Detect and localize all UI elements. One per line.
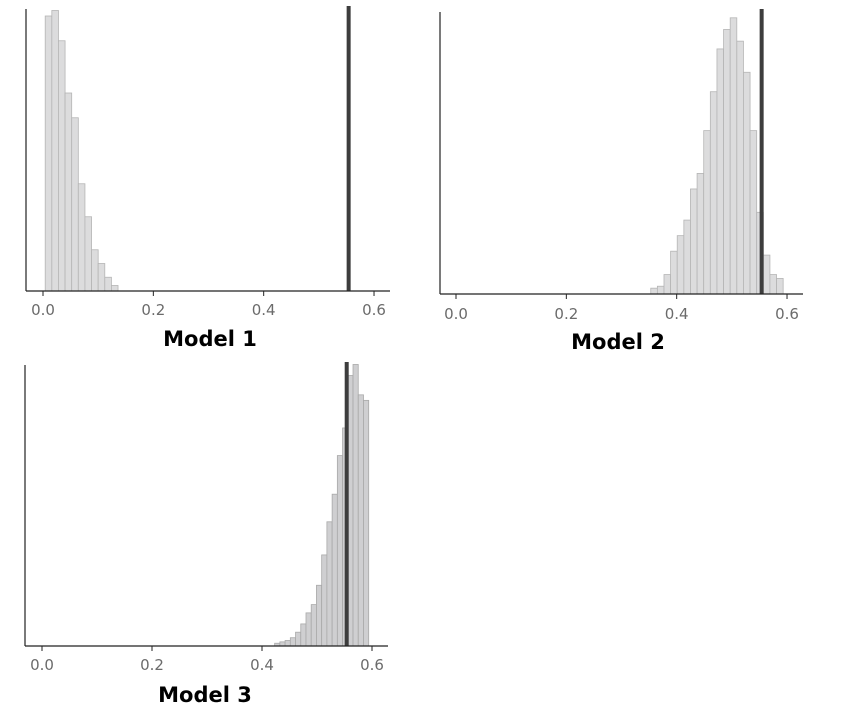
histogram-bar (723, 29, 731, 295)
x-tick-label: 0.6 (362, 301, 386, 319)
histogram-bar (357, 394, 364, 647)
histogram-bar (696, 173, 705, 295)
panel-model-3: 0.0 0.2 0.4 0.6 Model 3 (24, 362, 388, 707)
panel-title: Model 1 (163, 327, 257, 351)
x-tick-label: 0.0 (30, 656, 54, 674)
histogram-bar (91, 249, 99, 292)
x-tick-label: 0.4 (250, 656, 274, 674)
histogram-bar (300, 623, 307, 647)
histogram-bar (321, 554, 328, 647)
histogram-bar (663, 274, 672, 295)
histogram-bar (703, 130, 711, 295)
x-tick-label: 0.0 (31, 301, 55, 319)
x-ticks: 0.0 0.2 0.4 0.6 (30, 646, 384, 674)
histogram-bar (97, 263, 106, 292)
histogram-bar (736, 40, 744, 295)
histogram-bar (656, 285, 665, 295)
histogram-bar (84, 216, 92, 292)
histogram-bar (743, 71, 751, 295)
histogram-bar (749, 130, 758, 295)
histogram-bars (44, 10, 119, 292)
histogram-bar (716, 48, 724, 295)
panel-title: Model 3 (158, 683, 252, 707)
panel-model-2: 0.0 0.2 0.4 0.6 Model 2 (439, 9, 803, 354)
x-ticks: 0.0 0.2 0.4 0.6 (444, 294, 799, 323)
histogram-bars (650, 17, 784, 295)
histogram-bar (676, 235, 685, 295)
histogram-bar (690, 188, 698, 295)
histogram-bar (279, 641, 286, 647)
histogram-bar (776, 278, 784, 295)
x-ticks: 0.0 0.2 0.4 0.6 (31, 291, 386, 319)
histogram-bar (729, 17, 738, 295)
histogram-bar (670, 250, 678, 295)
histogram-bar (310, 604, 317, 647)
histogram-bar (51, 10, 59, 292)
x-tick-label: 0.4 (665, 305, 689, 323)
histogram-bar (305, 612, 312, 647)
x-tick-label: 0.6 (360, 656, 384, 674)
x-tick-label: 0.2 (140, 656, 164, 674)
panel-title: Model 2 (571, 330, 665, 354)
histogram-bar (44, 15, 53, 292)
histogram-bar (295, 631, 302, 647)
histogram-bar (289, 637, 296, 647)
histogram-bar (769, 274, 777, 295)
histogram-bar (58, 40, 66, 292)
histogram-bars (274, 364, 370, 647)
x-tick-label: 0.2 (141, 301, 165, 319)
histogram-bar (762, 254, 771, 295)
histogram-bar (326, 521, 333, 647)
x-tick-label: 0.4 (252, 301, 276, 319)
histogram-bar (316, 584, 323, 647)
histogram-bar (77, 183, 86, 292)
histogram-bar (363, 399, 370, 647)
histogram-bar (336, 455, 343, 647)
histogram-bar (111, 285, 119, 292)
x-tick-label: 0.0 (444, 305, 468, 323)
histogram-bar (104, 276, 112, 292)
histogram-bar (650, 287, 658, 295)
histogram-bar (64, 92, 73, 292)
x-tick-label: 0.6 (775, 305, 799, 323)
x-tick-label: 0.2 (554, 305, 578, 323)
histogram-bar (683, 219, 691, 295)
histogram-bar (71, 117, 79, 292)
histogram-bar (331, 493, 338, 647)
histogram-bar (352, 364, 359, 647)
histogram-bar (284, 640, 291, 647)
histogram-bar (709, 91, 718, 295)
panel-model-1: 0.0 0.2 0.4 0.6 Model 1 (25, 6, 390, 351)
